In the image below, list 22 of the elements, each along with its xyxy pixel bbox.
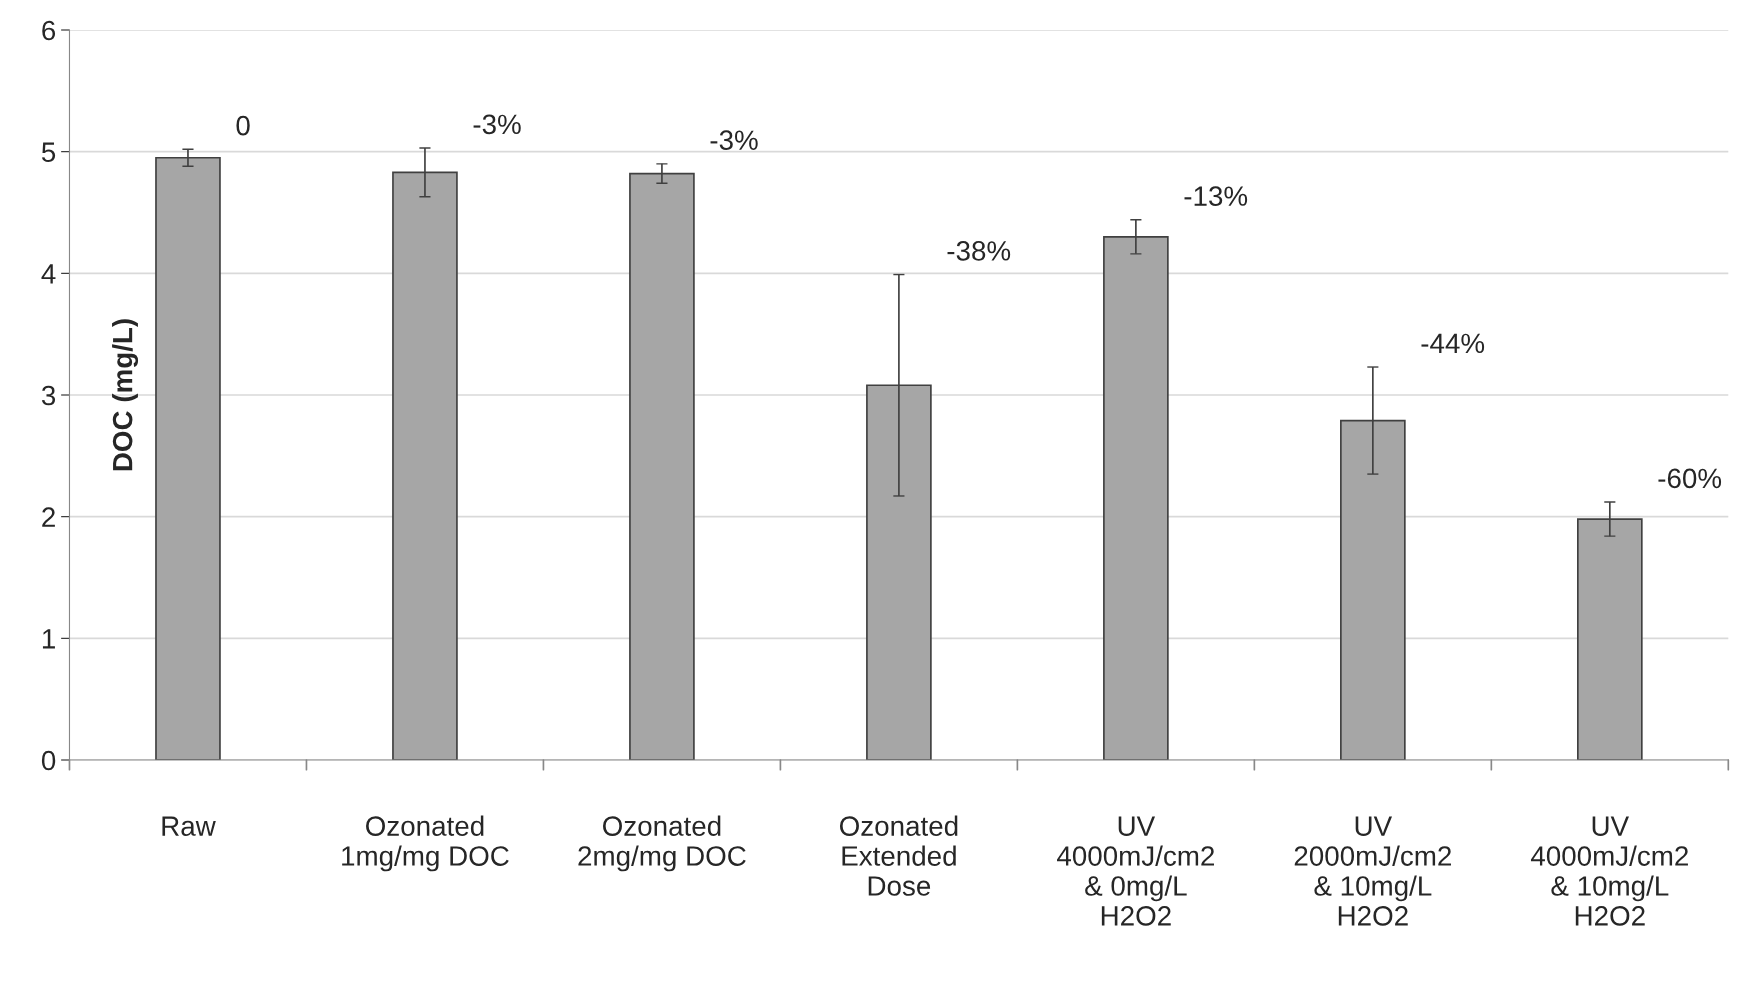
x-tick-label: Ozonated 2mg/mg DOC [578, 815, 746, 872]
y-tick-label: 3 [41, 385, 56, 406]
y-tick-label: 0 [41, 750, 56, 771]
x-tick-label: Raw [162, 816, 216, 836]
annotation: -3% [710, 130, 758, 151]
x-tick-label: UV 2000mJ/cm2 & 10mg/L H2O2 [1294, 816, 1451, 926]
y-axis-title: DOC (mg/L) [112, 319, 139, 471]
annotation: -60% [1658, 468, 1722, 489]
y-tick-label: 5 [41, 142, 56, 163]
y-tick-label: 2 [42, 507, 55, 527]
annotation: -38% [947, 241, 1011, 261]
x-tick-label: Ozonated Extended Dose [839, 815, 958, 896]
x-tick-label: Ozonated 1mg/mg DOC [342, 815, 509, 872]
y-tick-label: 4 [41, 264, 56, 284]
y-tick-label: 1 [42, 629, 55, 649]
annotation: 0 [236, 115, 250, 136]
annotation: -13% [1184, 186, 1248, 206]
x-tick-label: UV 4000mJ/cm2 & 0mg/L H2O2 [1057, 816, 1214, 926]
y-tick-label: 6 [42, 20, 56, 41]
annotation: -44% [1421, 333, 1485, 354]
x-tick-label: UV 4000mJ/cm2 & 10mg/L H2O2 [1530, 816, 1688, 926]
annotation: -3% [473, 114, 521, 135]
